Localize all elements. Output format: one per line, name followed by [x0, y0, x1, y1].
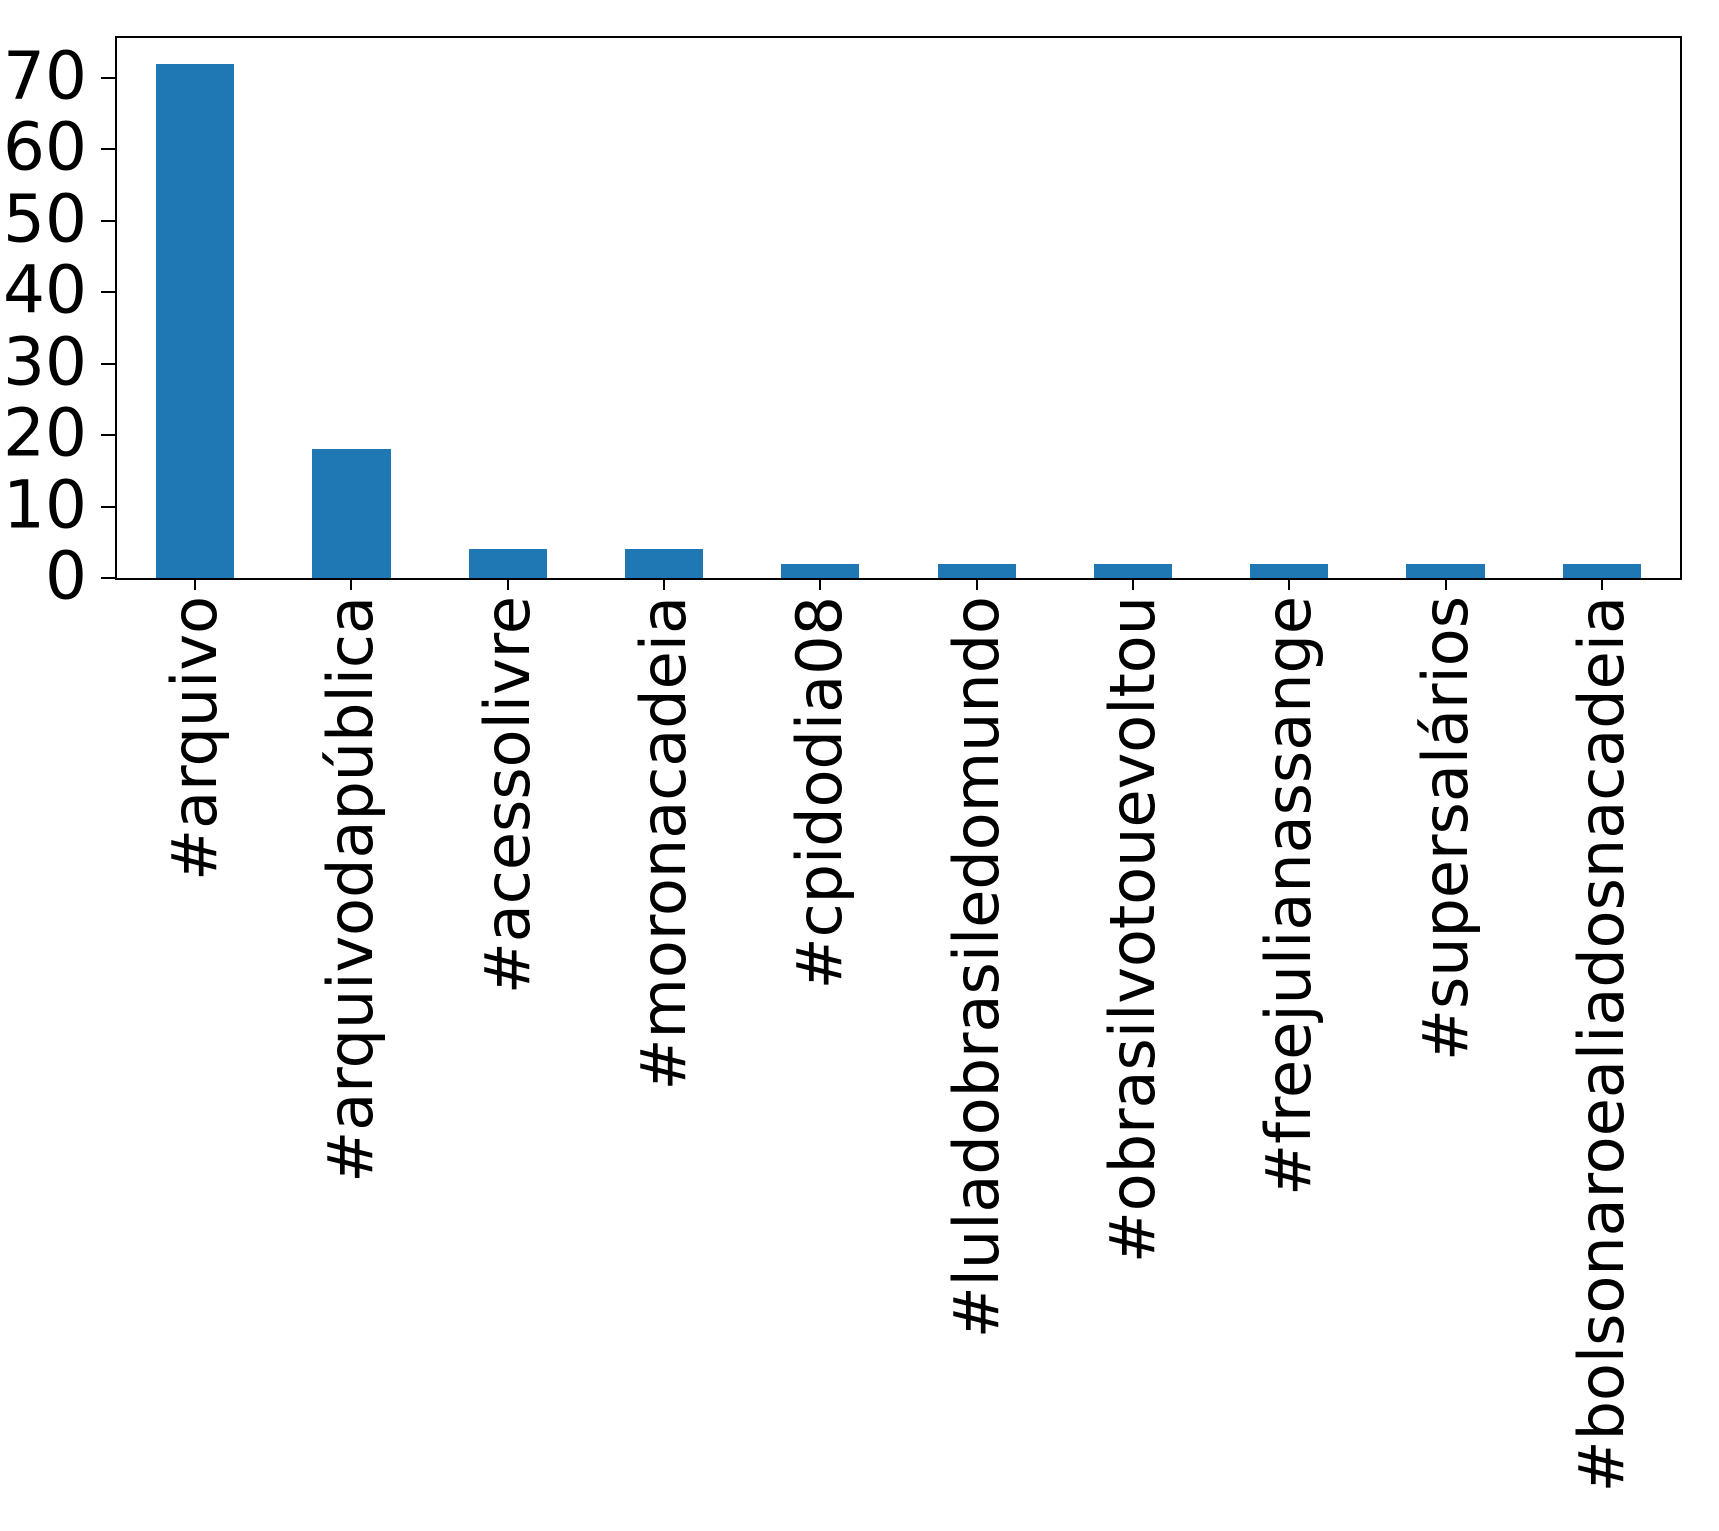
x-tick-label: #arquivo	[158, 596, 232, 881]
bar	[624, 549, 704, 578]
x-label-slot: #freejulianassange	[1211, 596, 1367, 1492]
x-label-slot: #cpidodia08	[742, 596, 898, 1492]
y-tick-mark	[101, 219, 115, 222]
x-tick-label: #moronacadeia	[627, 596, 701, 1091]
x-label-slot: #arquivo	[117, 596, 273, 1492]
y-tick-mark	[101, 148, 115, 151]
x-tick-label: #bolsonaroealiadosnacadeia	[1564, 596, 1638, 1493]
x-tick-mark	[506, 578, 509, 590]
bar	[1406, 563, 1485, 578]
y-tick-mark	[101, 577, 115, 579]
y-tick-label: 60	[3, 109, 87, 187]
bar	[937, 563, 1016, 578]
y-tick-mark	[101, 434, 115, 437]
y-tick-label: 40	[3, 251, 87, 329]
x-tick-mark	[1444, 578, 1447, 590]
y-tick-mark	[101, 77, 115, 79]
x-tick-label: #acessolivre	[470, 596, 544, 995]
x-label-slot: #acessolivre	[430, 596, 586, 1492]
x-tick-label: #arquivodapública	[314, 596, 388, 1183]
x-tick-mark	[819, 578, 822, 590]
x-tick-label: #cpidodia08	[783, 596, 857, 990]
y-tick-label: 30	[3, 323, 87, 401]
y-tick-label: 0	[45, 537, 87, 615]
bar	[1562, 563, 1641, 578]
bar	[1250, 563, 1329, 578]
x-label-slot: #supersalários	[1367, 596, 1523, 1492]
x-label-slot: #arquivodapública	[273, 596, 429, 1492]
x-tick-label: #luladobrasiledomundo	[939, 596, 1013, 1339]
x-label-slot: #luladobrasiledomundo	[898, 596, 1054, 1492]
bar	[156, 63, 235, 578]
bar	[312, 449, 391, 578]
y-tick-mark	[101, 505, 115, 508]
bar	[1093, 563, 1173, 578]
x-tick-mark	[975, 578, 978, 590]
y-tick-label: 20	[3, 394, 87, 472]
x-tick-mark	[1131, 578, 1134, 590]
x-tick-mark	[663, 578, 666, 590]
y-tick-label: 50	[3, 180, 87, 258]
x-tick-label: #supersalários	[1408, 596, 1482, 1061]
x-tick-label: #obrasilvotouevoltou	[1095, 596, 1169, 1264]
x-labels: #arquivo #arquivodapública #acessolivre #mo…	[117, 596, 1680, 1492]
y-tick-label: 10	[3, 466, 87, 544]
x-tick-mark	[194, 578, 197, 590]
plot-area: 0 10 20 30 40 50 60 70	[3, 36, 1682, 609]
x-tick-mark	[1288, 578, 1291, 590]
y-tick-mark	[101, 291, 115, 294]
x-tick-mark	[350, 578, 353, 590]
x-label-slot: #obrasilvotouevoltou	[1055, 596, 1211, 1492]
y-tick-mark	[101, 362, 115, 365]
x-tick-mark	[1600, 578, 1603, 590]
x-label-slot: #moronacadeia	[586, 596, 742, 1492]
x-label-slot: #bolsonaroealiadosnacadeia	[1524, 596, 1680, 1492]
y-tick-label: 70	[3, 37, 87, 115]
x-tick-label: #freejulianassange	[1252, 596, 1326, 1196]
bar	[468, 549, 547, 578]
bar	[781, 563, 860, 578]
